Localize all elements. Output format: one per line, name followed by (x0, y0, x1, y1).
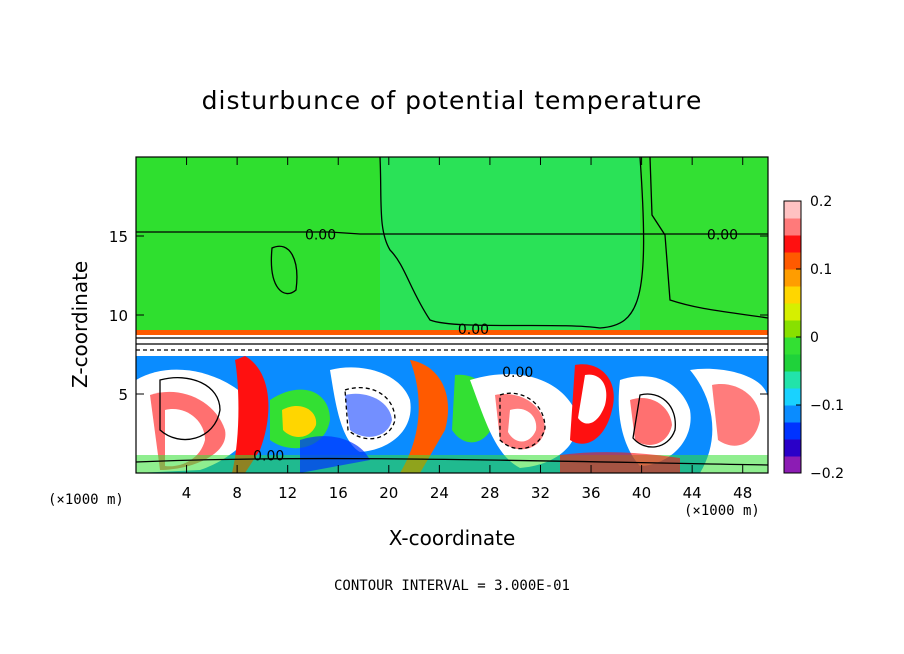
x-unit-left: (×1000 m) (48, 492, 124, 508)
x-tick-label: 12 (278, 484, 297, 502)
colorbar-swatch (784, 388, 801, 406)
colorbar-swatch (784, 422, 801, 440)
y-axis-ticks: 5 10 15 (109, 228, 768, 404)
colorbar-swatch (784, 235, 801, 253)
colorbar-tick-label: −0.1 (810, 398, 844, 414)
x-tick-label: 32 (531, 484, 550, 502)
colorbar-swatch (784, 439, 801, 457)
x-unit-right: (×1000 m) (684, 503, 760, 519)
colorbar-tick-label: −0.2 (810, 466, 844, 482)
x-tick-label: 20 (379, 484, 398, 502)
x-tick-label: 8 (232, 484, 242, 502)
heatmap-field (136, 157, 768, 473)
x-axis-ticks: 4 8 12 16 20 24 28 32 36 40 44 48 (182, 157, 752, 502)
colorbar-swatch (784, 405, 801, 423)
y-tick-label: 5 (118, 386, 128, 404)
contour-labels: 0.00 0.00 0.00 0.00 0.00 (253, 227, 738, 464)
contour-label: 0.00 (305, 227, 336, 243)
inversion-band-orange (136, 330, 768, 335)
colorbar-swatch (784, 303, 801, 321)
x-tick-label: 16 (329, 484, 348, 502)
contour-interval-note: CONTOUR INTERVAL = 3.000E-01 (333, 578, 570, 594)
colorbar-tick-label: 0.1 (810, 262, 832, 278)
chart-title: disturbunce of potential temperature (201, 86, 703, 115)
colorbar (784, 201, 801, 474)
upper-left-region (136, 157, 380, 332)
x-axis-label: X-coordinate (0, 526, 904, 550)
y-tick-label: 15 (109, 228, 128, 246)
contour-label: 0.00 (458, 322, 489, 338)
contour-label: 0.00 (707, 227, 738, 243)
colorbar-swatch (784, 371, 801, 389)
x-tick-label: 36 (581, 484, 600, 502)
colorbar-swatch (784, 286, 801, 304)
colorbar-swatch (784, 252, 801, 270)
x-tick-label: 40 (632, 484, 651, 502)
colorbar-swatch (784, 201, 801, 219)
eddy-patches (136, 356, 768, 473)
colorbar-swatch (784, 269, 801, 287)
y-axis-label: Z-coordinate (68, 260, 92, 388)
x-tick-label: 44 (683, 484, 702, 502)
colorbar-swatch (784, 456, 801, 474)
inversion-band-white (136, 335, 768, 358)
colorbar-ticks: 0.2 0.1 0 −0.1 −0.2 (796, 194, 844, 482)
colorbar-swatch (784, 218, 801, 236)
colorbar-tick-label: 0.2 (810, 194, 832, 210)
contour-label: 0.00 (502, 365, 533, 381)
colorbar-swatch (784, 354, 801, 372)
x-tick-label: 24 (430, 484, 449, 502)
colorbar-tick-label: 0 (810, 330, 819, 346)
x-tick-label: 4 (182, 484, 192, 502)
x-tick-label: 48 (733, 484, 752, 502)
colorbar-swatch (784, 337, 801, 355)
y-tick-label: 10 (109, 307, 128, 325)
contour-lines (136, 157, 768, 466)
x-axis-label-text: X-coordinate (388, 526, 516, 550)
colorbar-swatch (784, 320, 801, 338)
upper-column-region (380, 157, 640, 332)
x-tick-label: 28 (480, 484, 499, 502)
contour-label: 0.00 (253, 449, 284, 465)
